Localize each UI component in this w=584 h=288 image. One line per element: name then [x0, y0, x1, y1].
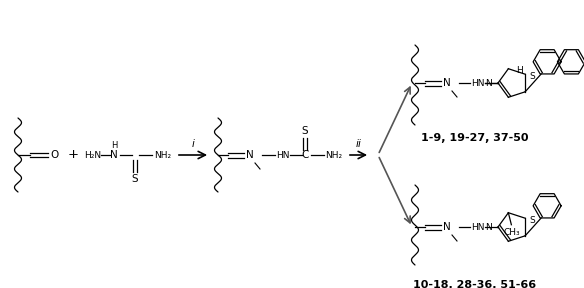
Text: N: N [443, 78, 451, 88]
Text: +: + [68, 149, 78, 162]
Text: N: N [110, 150, 118, 160]
Text: HN: HN [276, 151, 290, 160]
Text: O: O [50, 150, 58, 160]
Text: NH₂: NH₂ [154, 151, 171, 160]
Text: H: H [111, 141, 117, 151]
Text: HN: HN [471, 223, 485, 232]
Text: H: H [516, 66, 523, 75]
Text: N: N [443, 222, 451, 232]
Text: N: N [246, 150, 254, 160]
Text: $i$: $i$ [190, 137, 196, 149]
Text: S: S [302, 126, 308, 136]
Text: 1-9, 19-27, 37-50: 1-9, 19-27, 37-50 [421, 133, 529, 143]
Text: $ii$: $ii$ [354, 137, 362, 149]
Text: HN: HN [471, 79, 485, 88]
Text: H₂N: H₂N [84, 151, 101, 160]
Text: S: S [529, 216, 535, 225]
Text: C: C [301, 150, 309, 160]
Text: N: N [485, 223, 492, 232]
Text: S: S [529, 72, 535, 81]
Text: 10-18, 28-36, 51-66: 10-18, 28-36, 51-66 [413, 280, 537, 288]
Text: NH₂: NH₂ [325, 151, 342, 160]
Text: CH₃: CH₃ [503, 228, 520, 237]
Text: S: S [131, 174, 138, 184]
Text: N: N [485, 79, 492, 88]
